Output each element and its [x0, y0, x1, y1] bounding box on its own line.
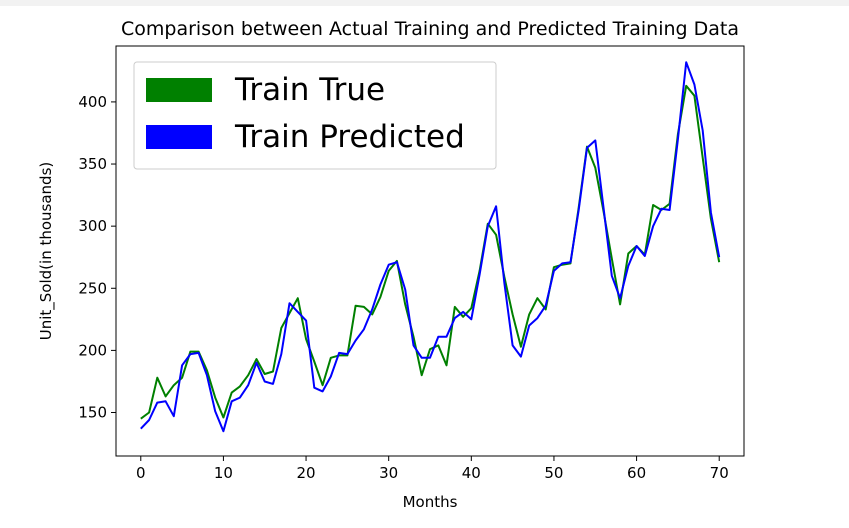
- legend-label-train-predicted: Train Predicted: [234, 119, 465, 155]
- y-tick-label: 300: [78, 217, 107, 235]
- y-tick-label: 250: [78, 279, 107, 297]
- y-tick-label: 150: [78, 404, 107, 422]
- x-tick-label: 40: [462, 464, 481, 482]
- x-tick-label: 10: [214, 464, 233, 482]
- legend: Train True Train Predicted: [133, 61, 497, 170]
- y-tick-label: 350: [78, 155, 107, 173]
- plot-frame: [115, 45, 745, 457]
- x-tick-label: 20: [297, 464, 316, 482]
- legend-box: [133, 61, 497, 170]
- y-tick-label: 200: [78, 341, 107, 359]
- x-tick-label: 30: [379, 464, 398, 482]
- chart-title: Comparison between Actual Training and P…: [121, 18, 739, 40]
- legend-swatch-train-predicted: [146, 125, 212, 149]
- y-tick-label: 400: [78, 93, 107, 111]
- x-tick-label: 70: [710, 464, 729, 482]
- x-tick-label: 0: [136, 464, 146, 482]
- y-axis-label: Unit_Sold(in thousands): [37, 162, 56, 341]
- x-axis: 0 10 20 30 40 50 60 70: [136, 456, 729, 482]
- top-strip: [0, 0, 849, 6]
- y-axis: 150 200 250 300 350 400: [78, 93, 116, 422]
- series-layer: [140, 61, 721, 433]
- x-axis-label: Months: [403, 493, 458, 511]
- legend-label-train-true: Train True: [234, 72, 385, 108]
- x-tick-label: 50: [544, 464, 563, 482]
- series-line-train-predicted: [140, 61, 721, 433]
- x-tick-label: 60: [627, 464, 646, 482]
- legend-swatch-train-true: [146, 78, 212, 102]
